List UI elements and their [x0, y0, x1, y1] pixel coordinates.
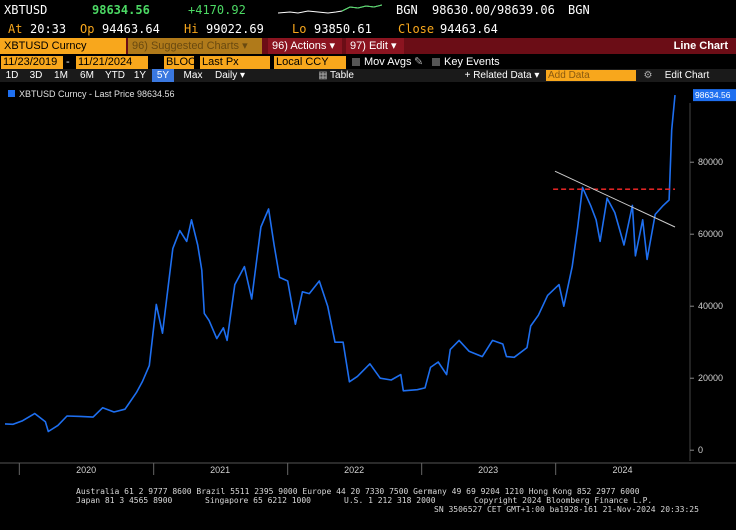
bid-ask: 98630.00/98639.06	[432, 3, 555, 17]
frequency-select[interactable]: Daily ▾	[210, 69, 250, 82]
footer-contacts-japan: Japan 81 3 4565 8900	[76, 496, 173, 505]
range-button-3d[interactable]: 3D	[29, 70, 43, 81]
footer-contacts-us: U.S. 1 212 318 2000	[344, 496, 436, 505]
parameter-row: 11/23/2019 - 11/21/2024 BLOOI Last Px Lo…	[0, 55, 736, 69]
chart-type-title: Line Chart	[673, 40, 728, 52]
range-button-1m[interactable]: 1M	[54, 70, 68, 81]
footer-copyright: Copyright 2024 Bloomberg Finance L.P.	[474, 496, 653, 505]
legend-label: XBTUSD Curncy - Last Price 98634.56	[19, 89, 175, 99]
x-tick-label: 2021	[210, 465, 230, 475]
chart-svg: 0 20000 40000 60000 80000 2020 2021 2022 2023 202…	[0, 89, 736, 475]
suggested-charts-label: 96) Suggested Charts	[132, 40, 240, 52]
frequency-label: Daily	[214, 70, 238, 81]
start-date-input[interactable]: 11/23/2019	[1, 56, 63, 69]
low-value: 93850.61	[314, 22, 372, 36]
quote-row-2: At 20:33 Op 94463.64 Hi 99022.69 Lo 9385…	[0, 19, 736, 38]
footer-contacts-1: Australia 61 2 9777 8600 Brazil 5511 239…	[76, 487, 640, 496]
quote-row-1: XBTUSD 98634.56 +4170.92 BGN 98630.00/98…	[0, 0, 736, 19]
related-data-button[interactable]: + Related Data ▾	[462, 69, 542, 82]
chevron-down-icon: ▾	[239, 70, 246, 81]
trend-line	[554, 170, 676, 228]
footer: Australia 61 2 9777 8600 Brazil 5511 239…	[0, 486, 736, 530]
security-label: XBTUSD Curncy	[4, 40, 87, 52]
y-tick-label: 80000	[698, 157, 723, 167]
date-separator: -	[66, 56, 70, 68]
mov-avgs-label: Mov Avgs	[364, 56, 412, 68]
open-value: 94463.64	[102, 22, 160, 36]
source-label: BGN	[396, 3, 418, 17]
x-tick-label: 2023	[478, 465, 498, 475]
range-button-ytd[interactable]: YTD	[105, 70, 125, 81]
sparkline-icon	[278, 4, 382, 14]
range-button-1d[interactable]: 1D	[5, 70, 19, 81]
low-label: Lo	[292, 22, 307, 36]
ticker-symbol[interactable]: XBTUSD	[4, 3, 48, 17]
y-tick-label: 0	[698, 445, 703, 455]
key-events-toggle[interactable]: Key Events	[432, 56, 500, 69]
last-value-label: 98634.56	[695, 90, 731, 100]
checkbox-icon	[352, 58, 360, 66]
menu-bar: XBTUSD Curncy 96) Suggested Charts ▾ 96)…	[0, 38, 736, 54]
chevron-down-icon: ▾	[390, 40, 397, 52]
chevron-down-icon: ▾	[242, 40, 248, 52]
price-series-line	[4, 95, 676, 433]
edit-label: 97) Edit	[350, 40, 388, 52]
currency-select[interactable]: Local CCY	[274, 56, 346, 69]
key-events-label: Key Events	[444, 56, 500, 68]
range-button-6m[interactable]: 6M	[80, 70, 94, 81]
pencil-icon[interactable]: ✎	[414, 56, 424, 68]
range-button-1y[interactable]: 1Y	[133, 70, 147, 81]
last-price: 98634.56	[92, 3, 150, 17]
range-button-max[interactable]: Max	[183, 70, 203, 81]
chevron-down-icon: ▾	[534, 70, 540, 81]
related-data-label: + Related Data	[464, 70, 532, 81]
checkbox-icon	[432, 58, 440, 66]
price-change: +4170.92	[188, 3, 246, 17]
edit-menu-button[interactable]: 97) Edit ▾	[346, 38, 404, 54]
x-tick-label: 2022	[344, 465, 364, 475]
end-date-input[interactable]: 11/21/2024	[76, 56, 148, 69]
y-tick-label: 20000	[698, 373, 723, 383]
close-label: Close	[398, 22, 435, 36]
suggested-charts-button[interactable]: 96) Suggested Charts ▾	[128, 38, 262, 54]
footer-session: SN 3506527 CET GMT+1:00 ba1928-161 21-No…	[434, 505, 699, 514]
add-data-input[interactable]: Add Data	[546, 70, 636, 81]
quote-header: XBTUSD 98634.56 +4170.92 BGN 98630.00/98…	[0, 0, 736, 38]
legend-swatch	[8, 90, 15, 97]
security-field[interactable]: XBTUSD Curncy	[0, 38, 126, 54]
x-tick-label: 2024	[612, 465, 632, 475]
x-tick-label: 2020	[76, 465, 96, 475]
range-button-5y[interactable]: 5Y	[152, 69, 174, 82]
mov-avgs-toggle[interactable]: Mov Avgs	[352, 56, 412, 69]
table-icon[interactable]: ▦	[318, 70, 328, 81]
chevron-down-icon: ▾	[329, 40, 336, 52]
actions-menu-button[interactable]: 96) Actions ▾	[268, 38, 342, 54]
time-label: At	[8, 22, 23, 36]
actions-label: 96) Actions	[272, 40, 327, 52]
quote-time: 20:33	[30, 22, 67, 36]
footer-contacts-singapore: Singapore 65 6212 1000	[205, 496, 311, 505]
last-value-badge	[693, 89, 736, 102]
price-field-select[interactable]: Last Px	[200, 56, 270, 69]
settings-icon[interactable]: ⚙	[643, 70, 653, 81]
table-button[interactable]: Table	[330, 70, 354, 81]
source-input[interactable]: BLOOI	[164, 56, 200, 69]
close-value: 94463.64	[440, 22, 498, 36]
range-row: 1D 3D 1M 6M YTD 1Y 5Y Max Daily ▾ ▦ Table + Rel…	[0, 69, 736, 82]
source-label-2: BGN	[568, 3, 590, 17]
price-chart[interactable]: 0 20000 40000 60000 80000 2020 2021 2022 2023 202…	[0, 83, 736, 485]
y-tick-label: 60000	[698, 229, 723, 239]
high-value: 99022.69	[206, 22, 264, 36]
y-tick-label: 40000	[698, 301, 723, 311]
open-label: Op	[80, 22, 95, 36]
edit-chart-button[interactable]: Edit Chart	[664, 70, 710, 81]
high-label: Hi	[184, 22, 199, 36]
